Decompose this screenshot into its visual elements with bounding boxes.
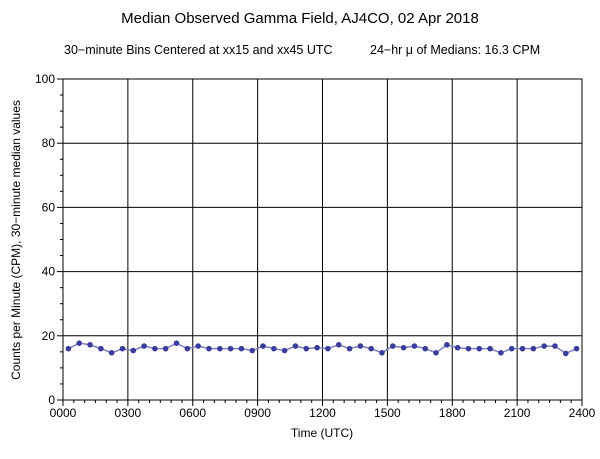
data-point bbox=[562, 350, 569, 357]
y-tick-label: 100 bbox=[35, 72, 55, 86]
data-point bbox=[519, 345, 526, 352]
x-tick-label: 0000 bbox=[50, 406, 77, 420]
data-point bbox=[227, 345, 234, 352]
data-point bbox=[379, 350, 385, 356]
data-point bbox=[108, 350, 115, 356]
data-point bbox=[195, 343, 201, 349]
chart-title: Median Observed Gamma Field, AJ4CO, 02 A… bbox=[121, 10, 479, 27]
data-point bbox=[303, 345, 310, 352]
x-tick-label: 0900 bbox=[244, 406, 271, 420]
data-point bbox=[216, 345, 223, 352]
x-tick-label: 1800 bbox=[439, 406, 466, 420]
data-point bbox=[87, 341, 93, 348]
data-point bbox=[162, 345, 169, 352]
data-point bbox=[389, 343, 396, 349]
data-point bbox=[173, 340, 180, 346]
y-tick-label: 20 bbox=[42, 329, 56, 343]
data-point bbox=[541, 343, 547, 349]
data-point bbox=[454, 344, 461, 351]
data-point bbox=[530, 345, 537, 352]
data-point bbox=[206, 345, 212, 352]
data-point bbox=[65, 345, 72, 352]
data-point bbox=[552, 343, 558, 349]
data-point bbox=[184, 345, 191, 352]
chart-subtitle-mean: 24−hr μ of Medians: 16.3 CPM bbox=[370, 43, 541, 57]
x-tick-label: 0600 bbox=[179, 406, 206, 420]
x-tick-label: 2100 bbox=[504, 406, 531, 420]
data-point bbox=[238, 345, 245, 352]
data-point bbox=[281, 347, 288, 354]
data-point bbox=[476, 345, 483, 352]
data-point bbox=[314, 344, 320, 351]
data-point bbox=[249, 347, 256, 354]
data-point bbox=[98, 345, 104, 352]
data-point bbox=[433, 350, 439, 356]
plot-frame bbox=[62, 78, 583, 401]
x-tick-label: 1200 bbox=[309, 406, 336, 420]
y-axis-label: Counts per Minute (CPM), 30−minute media… bbox=[9, 100, 23, 380]
data-point bbox=[292, 343, 299, 349]
data-point bbox=[271, 345, 277, 352]
data-point bbox=[573, 345, 580, 352]
data-point bbox=[465, 345, 472, 352]
x-tick-label: 2400 bbox=[569, 406, 596, 420]
x-tick-label: 0300 bbox=[115, 406, 142, 420]
data-point bbox=[444, 341, 450, 348]
data-point bbox=[422, 345, 429, 352]
data-point bbox=[141, 343, 147, 349]
chart-subtitle-bins: 30−minute Bins Centered at xx15 and xx45… bbox=[64, 43, 333, 57]
data-point bbox=[411, 343, 418, 349]
data-point bbox=[357, 343, 364, 349]
data-point bbox=[119, 345, 126, 352]
data-point bbox=[335, 341, 342, 348]
data-point bbox=[498, 350, 504, 356]
data-point bbox=[400, 344, 407, 351]
y-tick-label: 80 bbox=[42, 136, 56, 150]
data-point bbox=[325, 345, 331, 352]
data-point bbox=[346, 345, 353, 352]
y-tick-label: 0 bbox=[48, 393, 55, 407]
data-point bbox=[508, 345, 515, 352]
data-point bbox=[76, 340, 83, 346]
data-point bbox=[260, 343, 266, 349]
data-point bbox=[368, 345, 374, 352]
x-tick-label: 1500 bbox=[374, 406, 401, 420]
data-point bbox=[487, 345, 493, 352]
y-tick-label: 40 bbox=[42, 265, 56, 279]
data-point bbox=[152, 345, 158, 352]
x-axis-label: Time (UTC) bbox=[291, 426, 353, 440]
data-point bbox=[130, 347, 137, 354]
y-tick-label: 60 bbox=[42, 200, 56, 214]
